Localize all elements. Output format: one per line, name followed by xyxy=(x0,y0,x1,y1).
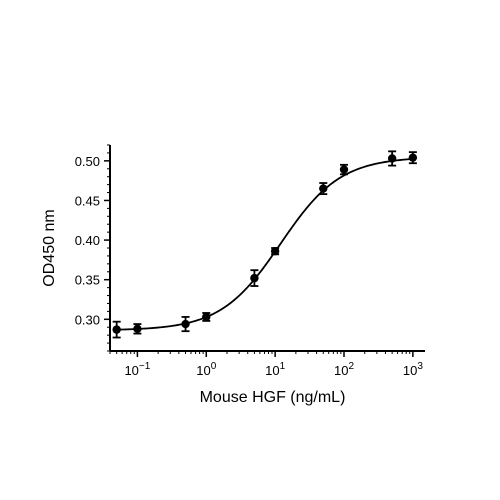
data-point-group xyxy=(112,320,121,339)
x-tick-label: 102 xyxy=(334,361,354,378)
data-point xyxy=(133,324,142,334)
data-point xyxy=(270,246,280,256)
data-point xyxy=(319,184,328,193)
fit-curve-layer xyxy=(116,158,413,331)
data-point-group xyxy=(133,323,142,335)
data-point xyxy=(181,319,190,329)
y-tick-label: 0.45 xyxy=(75,193,100,208)
data-point xyxy=(387,154,397,163)
data-point xyxy=(112,325,121,334)
x-tick-label: 10−1 xyxy=(124,361,150,378)
x-tick-label: 103 xyxy=(403,361,423,378)
y-tick-label: 0.40 xyxy=(75,233,100,248)
data-point-group xyxy=(387,150,397,167)
y-tick-label: 0.35 xyxy=(75,273,100,288)
data-point-group xyxy=(250,269,259,287)
data-points-layer xyxy=(112,150,418,339)
x-tick-label: 100 xyxy=(196,361,216,378)
fit-curve xyxy=(116,158,413,331)
data-point xyxy=(250,273,259,283)
data-point xyxy=(408,153,418,162)
data-point xyxy=(339,165,349,174)
y-tick-label: 0.30 xyxy=(75,312,100,327)
data-point-group xyxy=(270,246,280,256)
y-axis-title: OD450 nm xyxy=(41,209,58,286)
data-point-group xyxy=(339,163,349,176)
x-tick-label: 101 xyxy=(265,361,285,378)
axis-labels-layer: 0.30 0.35 0.40 0.45 0.50 10−1 100 101 102 103 Mous… xyxy=(41,154,423,406)
data-point xyxy=(202,312,211,322)
axes xyxy=(104,144,425,357)
x-axis-title: Mouse HGF (ng/mL) xyxy=(200,389,346,406)
data-point-group xyxy=(181,316,190,333)
data-point-group xyxy=(202,312,211,322)
data-point-group xyxy=(319,182,328,196)
y-tick-label: 0.50 xyxy=(75,154,100,169)
data-point-group xyxy=(408,151,418,165)
